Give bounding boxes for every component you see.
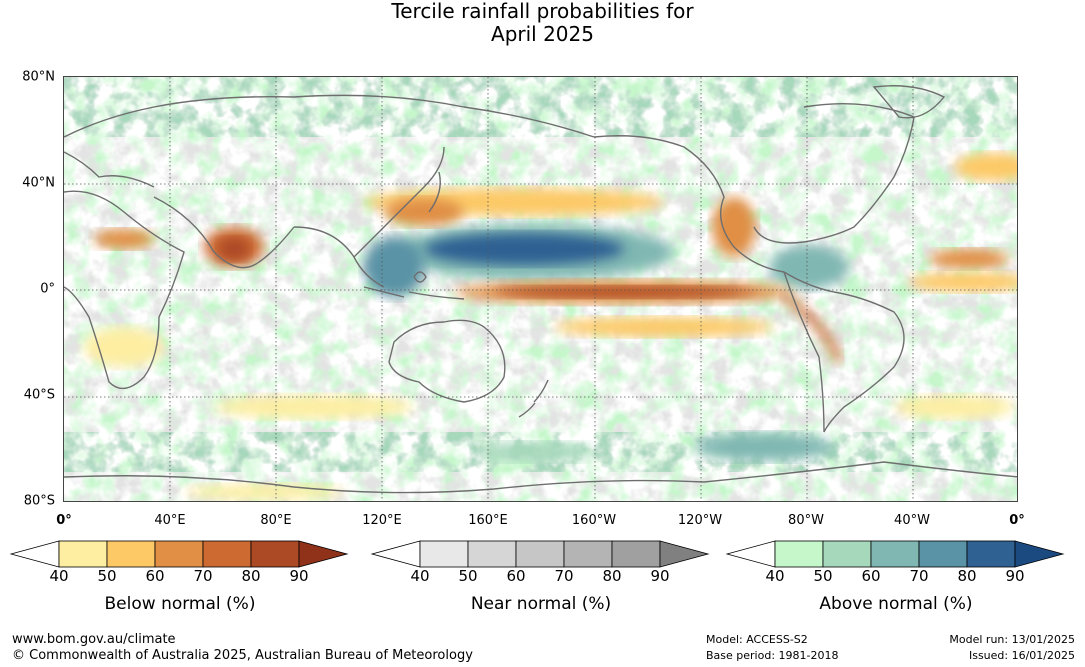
footer-model: Model: ACCESS-S2 <box>706 633 808 646</box>
forecast-anomalies <box>84 153 1017 500</box>
colorbar-segment <box>918 540 968 568</box>
colorbar-segment <box>419 540 469 568</box>
lon-label-40e: 40°E <box>154 513 186 528</box>
legend-tick: 60 <box>861 567 881 585</box>
colorbar-segment <box>106 540 156 568</box>
legend-tick: 40 <box>410 567 430 585</box>
footer-model-run: Model run: 13/01/2025 <box>949 633 1075 646</box>
lat-label-equator: 0° <box>40 281 55 297</box>
legend-title: Below normal (%) <box>104 594 256 614</box>
lon-label-80e: 80°E <box>260 513 292 528</box>
colorbar-segment <box>611 540 661 568</box>
colorbar-segment <box>1014 540 1065 568</box>
footer-issued: Issued: 16/01/2025 <box>968 649 1075 662</box>
colorbar-segment <box>58 540 108 568</box>
map-canvas <box>64 77 1017 501</box>
colorbar-segment <box>822 540 872 568</box>
legend-tick: 60 <box>506 567 526 585</box>
lat-label-80n: 80°N <box>22 69 55 85</box>
lon-label-160e: 160°E <box>468 513 508 528</box>
lat-label-40s: 40°S <box>23 387 55 403</box>
colorbar-below-normal <box>10 540 349 568</box>
legend-tick: 90 <box>289 567 309 585</box>
legend-tick: 80 <box>957 567 977 585</box>
graticule <box>64 77 1017 501</box>
legend-tick: 40 <box>49 567 69 585</box>
colorbar-near-normal <box>371 540 710 568</box>
lon-label-0-left: 0° <box>56 513 72 528</box>
lon-label-80w: 80°W <box>788 513 824 528</box>
colorbar-segment <box>154 540 204 568</box>
title-line-1: Tercile rainfall probabilities for <box>391 0 694 23</box>
legend-tick: 80 <box>602 567 622 585</box>
legend-title: Above normal (%) <box>819 594 973 614</box>
legend-tick: 70 <box>554 567 574 585</box>
footer-copyright: © Commonwealth of Australia 2025, Austra… <box>12 648 473 663</box>
colorbar-segment <box>870 540 920 568</box>
lat-label-40n: 40°N <box>22 175 55 191</box>
legend-near-normal: 40 50 60 70 80 90 Near normal (%) <box>371 540 711 620</box>
colorbar-segment <box>966 540 1016 568</box>
legend-tick: 50 <box>458 567 478 585</box>
lon-label-0-right: 0° <box>1009 513 1025 528</box>
colorbar-segment <box>467 540 517 568</box>
colorbar-segment <box>10 540 60 568</box>
colorbar-segment <box>659 540 710 568</box>
coastlines <box>64 85 1017 494</box>
colorbar-segment <box>250 540 300 568</box>
lon-label-40w: 40°W <box>894 513 930 528</box>
legend-tick: 50 <box>97 567 117 585</box>
rainfall-map <box>63 76 1018 502</box>
colorbar-above-normal <box>726 540 1065 568</box>
footer-url: www.bom.gov.au/climate <box>12 632 176 647</box>
legend-title: Near normal (%) <box>470 594 612 614</box>
legend-below-normal: 40 50 60 70 80 90 Below normal (%) <box>10 540 350 620</box>
colorbar-segment <box>371 540 421 568</box>
legend-tick: 40 <box>765 567 785 585</box>
colorbar-segment <box>563 540 613 568</box>
legend-tick: 90 <box>1005 567 1025 585</box>
legend-tick: 90 <box>650 567 670 585</box>
colorbar-segment <box>515 540 565 568</box>
legend-tick: 80 <box>241 567 261 585</box>
legend-tick: 60 <box>145 567 165 585</box>
lat-label-80s: 80°S <box>23 493 55 509</box>
footer-base-period: Base period: 1981-2018 <box>706 649 839 662</box>
lon-label-120w: 120°W <box>677 513 723 528</box>
map-title: Tercile rainfall probabilities for April… <box>0 0 1085 46</box>
legend-above-normal: 40 50 60 70 80 90 Above normal (%) <box>726 540 1066 620</box>
colorbar-segment <box>726 540 776 568</box>
legend-tick: 50 <box>813 567 833 585</box>
title-line-2: April 2025 <box>491 22 594 46</box>
lon-label-160w: 160°W <box>571 513 617 528</box>
colorbar-segment <box>774 540 824 568</box>
colorbar-segment <box>202 540 252 568</box>
lon-label-120e: 120°E <box>362 513 402 528</box>
legend-tick: 70 <box>193 567 213 585</box>
legend-tick: 70 <box>909 567 929 585</box>
colorbar-segment <box>298 540 349 568</box>
